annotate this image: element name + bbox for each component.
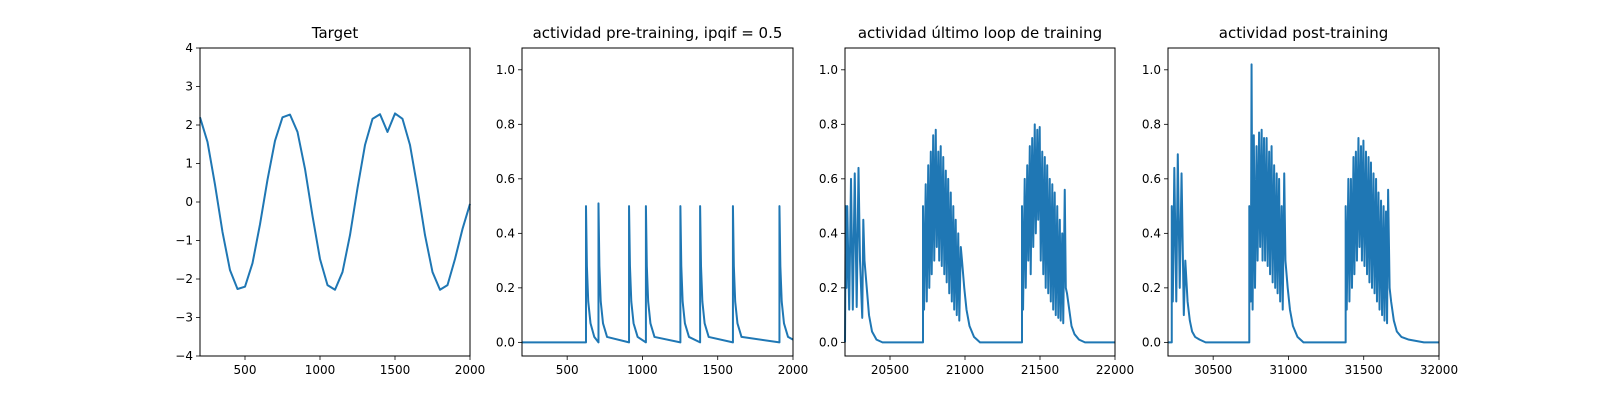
y-tick-label: 0.6 — [819, 172, 838, 186]
y-tick-label: 0.6 — [496, 172, 515, 186]
x-tick-label: 21000 — [946, 363, 984, 377]
y-tick-label: 3 — [185, 80, 193, 94]
y-tick-label: 0.0 — [496, 335, 515, 349]
y-tick-label: 1.0 — [1142, 63, 1161, 77]
y-tick-label: 0.0 — [819, 335, 838, 349]
y-tick-label: 0.8 — [496, 117, 515, 131]
y-tick-label: 4 — [185, 41, 193, 55]
x-tick-label: 32000 — [1420, 363, 1458, 377]
axes-frame — [1167, 47, 1440, 357]
x-tick-label: 1000 — [305, 363, 336, 377]
y-tick-label: 0.0 — [1142, 335, 1161, 349]
y-tick-label: −4 — [175, 349, 193, 363]
panel-last-training-loop: actividad último loop de training 20500 2… — [819, 24, 1134, 377]
y-tick-label: 0.4 — [496, 226, 515, 240]
panel-title: actividad último loop de training — [858, 24, 1102, 42]
x-tick-label: 21500 — [1021, 363, 1059, 377]
y-tick-label: 0.8 — [819, 117, 838, 131]
y-tick-label: 2 — [185, 118, 193, 132]
panel-post-training: actividad post-training 30500 31000 31500 3… — [1142, 24, 1458, 377]
panel-pre-training: actividad pre-training, ipqif = 0.5 500 1… — [496, 24, 808, 377]
axes-frame — [521, 47, 794, 357]
y-tick-label: −1 — [175, 234, 193, 248]
axes-frame — [199, 47, 471, 357]
y-tick-label: 1.0 — [496, 63, 515, 77]
x-tick-label: 31000 — [1269, 363, 1307, 377]
y-tick-label: 1 — [185, 157, 193, 171]
series-line — [844, 123, 1115, 344]
x-tick-label: 2000 — [778, 363, 809, 377]
panel-title: Target — [311, 24, 359, 42]
x-tick-label: 500 — [556, 363, 579, 377]
x-tick-label: 20500 — [871, 363, 909, 377]
y-tick-label: 0.6 — [1142, 172, 1161, 186]
y-tick-label: 1.0 — [819, 63, 838, 77]
y-tick-label: 0.2 — [1142, 281, 1161, 295]
x-tick-label: 2000 — [455, 363, 486, 377]
x-tick-label: 31500 — [1345, 363, 1383, 377]
y-tick-label: 0.2 — [819, 281, 838, 295]
y-tick-label: −3 — [175, 311, 193, 325]
y-tick-label: −2 — [175, 272, 193, 286]
x-tick-label: 30500 — [1194, 363, 1232, 377]
x-tick-label: 1500 — [702, 363, 733, 377]
y-tick-label: 0.4 — [1142, 226, 1161, 240]
panel-title: actividad post-training — [1219, 24, 1388, 42]
x-tick-label: 22000 — [1096, 363, 1134, 377]
x-tick-label: 1500 — [380, 363, 411, 377]
series-line — [522, 202, 794, 344]
x-tick-label: 500 — [234, 363, 257, 377]
x-tick-label: 1000 — [627, 363, 658, 377]
y-tick-label: 0.2 — [496, 281, 515, 295]
series-line — [199, 112, 471, 291]
panel-target: Target 500 1000 1500 2000 −4 −3 −2 −1 0 1 2 3 4 — [175, 24, 485, 377]
series-line — [1168, 63, 1439, 344]
panel-title: actividad pre-training, ipqif = 0.5 — [533, 24, 783, 42]
y-tick-label: 0 — [185, 195, 193, 209]
y-tick-label: 0.8 — [1142, 117, 1161, 131]
y-tick-label: 0.4 — [819, 226, 838, 240]
axes-frame — [844, 47, 1116, 357]
